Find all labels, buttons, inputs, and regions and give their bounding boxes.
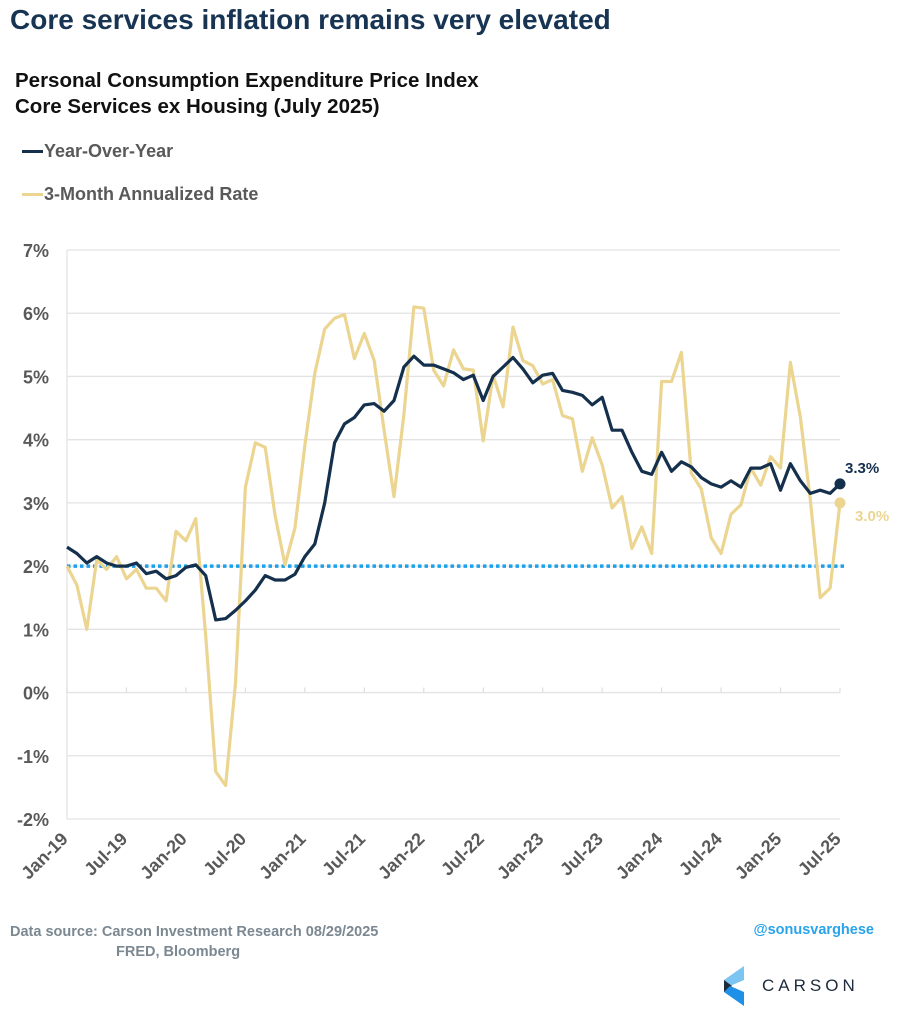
y-axis-tick-labels: -2% -1% 0% 1% 2% 3% 4% 5% 6% 7% xyxy=(17,241,49,830)
x-tick-label: Jul-22 xyxy=(437,829,488,880)
twitter-handle[interactable]: @sonusvarghese xyxy=(753,922,874,938)
end-label-yoy: 3.3% xyxy=(845,460,879,477)
x-tick-label: Jan-20 xyxy=(136,829,190,883)
y-tick-label: 0% xyxy=(23,684,49,704)
y-tick-label: 1% xyxy=(23,620,49,640)
legend-swatch-3m xyxy=(22,193,43,196)
legend-label-3m: 3-Month Annualized Rate xyxy=(44,184,259,204)
y-tick-label: 3% xyxy=(23,494,49,514)
x-tick-label: Jan-25 xyxy=(731,829,785,883)
x-tick-label: Jul-19 xyxy=(80,829,131,880)
carson-logo-icon xyxy=(724,966,744,1006)
x-tick-label: Jan-19 xyxy=(17,829,71,883)
x-tick-label: Jan-24 xyxy=(612,829,666,883)
legend-item-3m: 3-Month Annualized Rate xyxy=(22,184,258,205)
x-tick-label: Jan-23 xyxy=(493,829,547,883)
x-tick-label: Jan-21 xyxy=(255,829,309,883)
series-line-yoy xyxy=(66,354,842,622)
subtitle-line-1: Personal Consumption Expenditure Price I… xyxy=(15,69,479,92)
legend-item-yoy: Year-Over-Year xyxy=(22,141,173,162)
x-tick-label: Jul-23 xyxy=(556,829,607,880)
gridlines xyxy=(67,249,840,820)
y-tick-label: 2% xyxy=(23,557,49,577)
source-line-1: Data source: Carson Investment Research … xyxy=(10,924,379,940)
headline: Core services inflation remains very ele… xyxy=(10,4,611,35)
x-axis-tick-labels: Jan-19 Jul-19 Jan-20 Jul-20 Jan-21 Jul-21 Jan-… xyxy=(17,829,844,883)
x-tick-label: Jul-24 xyxy=(675,829,726,880)
end-markers: 3.3% 3.0% xyxy=(834,460,889,525)
y-tick-label: 7% xyxy=(23,241,49,261)
x-tick-label: Jul-25 xyxy=(794,829,845,880)
data-source: Data source: Carson Investment Research … xyxy=(10,922,378,962)
carson-logo-text: CARSON xyxy=(762,976,859,995)
subtitle-line-2: Core Services ex Housing (July 2025) xyxy=(15,95,380,118)
legend-swatch-yoy xyxy=(22,150,43,153)
x-tick-label: Jul-21 xyxy=(318,829,369,880)
legend-label-yoy: Year-Over-Year xyxy=(44,141,174,161)
series-line-3m xyxy=(65,305,842,788)
y-tick-label: -1% xyxy=(17,747,49,767)
chart-subtitle: Personal Consumption Expenditure Price I… xyxy=(15,68,479,120)
y-tick-label: -2% xyxy=(17,810,49,830)
y-tick-label: 5% xyxy=(23,367,49,387)
x-tick-label: Jul-20 xyxy=(199,829,250,880)
axes xyxy=(66,250,841,819)
end-marker-3m xyxy=(834,497,846,509)
series-lines xyxy=(65,305,842,788)
end-marker-yoy xyxy=(834,478,846,490)
y-tick-label: 4% xyxy=(23,431,49,451)
carson-logo: CARSON xyxy=(724,966,859,1006)
x-tick-label: Jan-22 xyxy=(374,829,428,883)
line-chart: -2%-1%0%1%2%3%4%5%6%7% Jan-19 Jul-19 Jan-2… xyxy=(17,241,889,883)
source-line-2: FRED, Bloomberg xyxy=(116,944,241,960)
end-label-3m: 3.0% xyxy=(855,508,889,525)
y-tick-label: 6% xyxy=(23,304,49,324)
